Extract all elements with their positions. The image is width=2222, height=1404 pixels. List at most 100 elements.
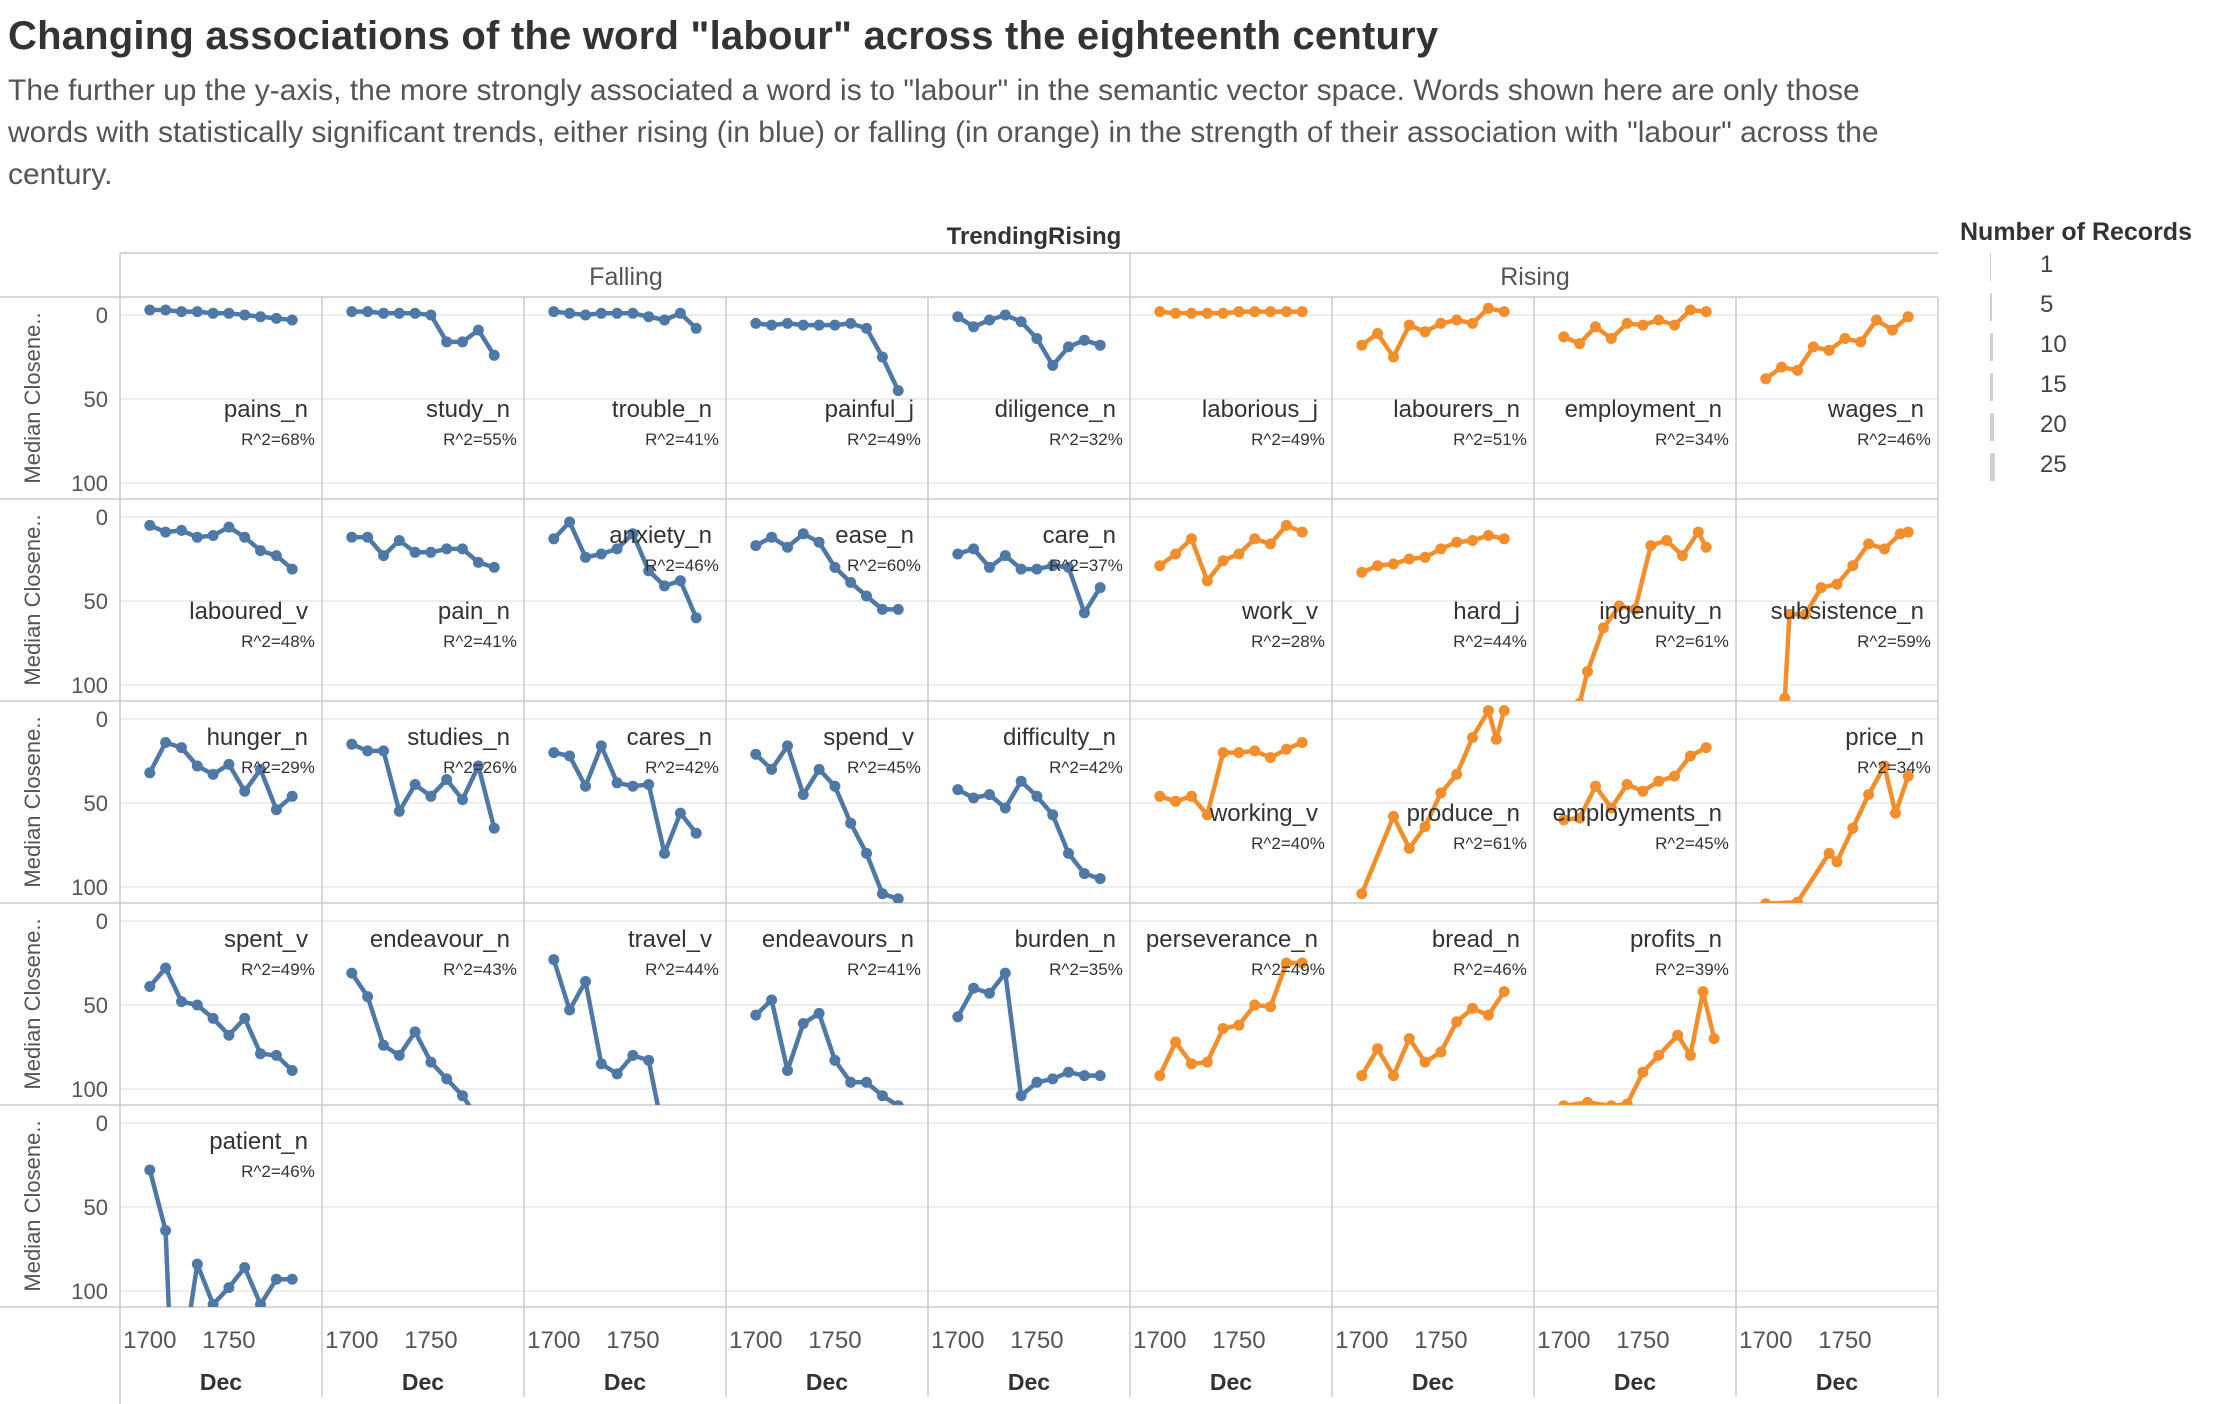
data-point[interactable]: [441, 336, 453, 348]
data-point[interactable]: [1015, 316, 1027, 328]
data-point[interactable]: [457, 794, 468, 806]
data-point[interactable]: [362, 306, 374, 318]
data-point[interactable]: [223, 521, 235, 533]
data-point[interactable]: [1265, 752, 1276, 764]
data-point[interactable]: [984, 987, 995, 999]
data-point[interactable]: [270, 804, 282, 816]
data-point[interactable]: [797, 319, 809, 331]
data-point[interactable]: [659, 314, 670, 326]
data-point[interactable]: [1839, 333, 1851, 344]
data-point[interactable]: [1217, 1023, 1229, 1034]
data-point[interactable]: [1498, 986, 1510, 998]
data-point[interactable]: [1170, 795, 1182, 807]
data-point[interactable]: [1645, 540, 1657, 552]
data-point[interactable]: [1621, 317, 1633, 329]
data-point[interactable]: [1419, 326, 1431, 338]
data-point[interactable]: [892, 1100, 904, 1111]
data-point[interactable]: [984, 314, 995, 326]
data-point[interactable]: [1094, 873, 1106, 885]
data-point[interactable]: [829, 1054, 841, 1066]
data-point[interactable]: [1388, 558, 1399, 570]
data-point[interactable]: [1784, 608, 1795, 620]
data-point[interactable]: [952, 548, 964, 560]
data-point[interactable]: [968, 543, 980, 555]
data-point[interactable]: [223, 758, 235, 770]
data-point[interactable]: [1435, 317, 1447, 329]
data-point[interactable]: [1451, 1016, 1463, 1028]
data-point[interactable]: [1388, 810, 1399, 822]
data-point[interactable]: [1574, 812, 1586, 824]
data-point[interactable]: [1047, 560, 1059, 572]
data-point[interactable]: [1249, 745, 1261, 757]
data-point[interactable]: [1388, 351, 1399, 363]
data-point[interactable]: [1597, 622, 1609, 634]
data-point[interactable]: [1031, 1076, 1043, 1088]
data-point[interactable]: [1669, 319, 1680, 331]
data-point[interactable]: [255, 311, 266, 323]
data-point[interactable]: [239, 1012, 251, 1024]
data-point[interactable]: [766, 994, 778, 1006]
data-point[interactable]: [1863, 789, 1875, 801]
data-point[interactable]: [1372, 328, 1384, 339]
data-point[interactable]: [393, 1049, 405, 1061]
data-point[interactable]: [207, 768, 219, 780]
data-point[interactable]: [1823, 847, 1835, 859]
data-point[interactable]: [1296, 957, 1308, 969]
data-point[interactable]: [1249, 533, 1261, 545]
data-point[interactable]: [611, 777, 623, 789]
data-point[interactable]: [144, 304, 156, 316]
data-point[interactable]: [611, 1068, 623, 1080]
data-point[interactable]: [223, 307, 235, 319]
data-point[interactable]: [1217, 555, 1229, 567]
data-point[interactable]: [1879, 543, 1890, 555]
data-point[interactable]: [286, 1065, 298, 1076]
data-point[interactable]: [346, 306, 358, 318]
data-point[interactable]: [643, 1054, 655, 1066]
data-point[interactable]: [643, 311, 655, 323]
data-point[interactable]: [861, 590, 872, 602]
data-point[interactable]: [999, 802, 1011, 814]
data-point[interactable]: [1590, 321, 1601, 333]
data-point[interactable]: [1280, 519, 1292, 531]
data-point[interactable]: [1249, 306, 1261, 318]
data-point[interactable]: [766, 763, 778, 775]
data-point[interactable]: [1296, 526, 1308, 538]
data-point[interactable]: [441, 774, 453, 785]
data-point[interactable]: [1265, 1001, 1276, 1013]
data-point[interactable]: [1613, 600, 1625, 612]
data-point[interactable]: [1653, 314, 1665, 326]
data-point[interactable]: [1760, 898, 1772, 909]
data-point[interactable]: [393, 307, 405, 319]
data-point[interactable]: [813, 536, 825, 548]
data-point[interactable]: [627, 307, 639, 319]
data-point[interactable]: [845, 317, 857, 329]
data-point[interactable]: [1863, 538, 1875, 550]
data-point[interactable]: [239, 531, 251, 543]
data-point[interactable]: [564, 516, 576, 528]
data-point[interactable]: [1372, 560, 1384, 572]
data-point[interactable]: [378, 745, 389, 757]
data-point[interactable]: [362, 991, 374, 1003]
data-point[interactable]: [270, 1273, 282, 1285]
data-point[interactable]: [1419, 1056, 1431, 1068]
data-point[interactable]: [176, 996, 187, 1008]
data-point[interactable]: [1482, 530, 1494, 541]
data-point[interactable]: [1760, 373, 1772, 385]
data-point[interactable]: [611, 307, 623, 319]
data-point[interactable]: [378, 1039, 389, 1051]
data-point[interactable]: [813, 1007, 825, 1019]
data-point[interactable]: [239, 1262, 251, 1273]
data-point[interactable]: [1823, 344, 1835, 356]
data-point[interactable]: [409, 546, 421, 558]
data-point[interactable]: [346, 531, 358, 543]
data-point[interactable]: [207, 530, 219, 541]
data-point[interactable]: [378, 307, 389, 319]
data-point[interactable]: [1467, 1002, 1478, 1014]
data-point[interactable]: [1482, 705, 1494, 717]
data-point[interactable]: [999, 967, 1011, 979]
data-point[interactable]: [207, 307, 219, 319]
data-point[interactable]: [176, 524, 187, 536]
data-point[interactable]: [1637, 785, 1649, 797]
data-point[interactable]: [489, 1107, 500, 1118]
data-point[interactable]: [457, 336, 468, 348]
